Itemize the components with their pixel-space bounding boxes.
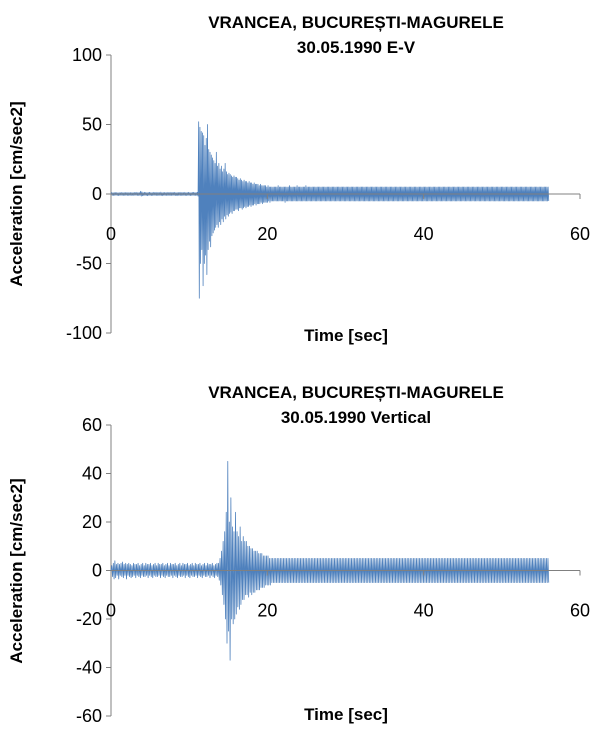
y-axis-title: Acceleration [cm/sec2] (7, 101, 26, 286)
y-tick-label: 60 (82, 415, 102, 435)
chart-title: VRANCEA, BUCUREȘTI-MAGURELE (208, 13, 504, 32)
x-tick-label: 60 (570, 224, 590, 244)
y-tick-label: 50 (82, 115, 102, 135)
x-tick-label: 20 (257, 601, 277, 621)
x-tick-label: 40 (414, 224, 434, 244)
x-tick-label: 0 (106, 601, 116, 621)
y-tick-label: 40 (82, 464, 102, 484)
x-tick-label: 60 (570, 601, 590, 621)
y-tick-label: -40 (76, 658, 102, 678)
x-tick-label: 20 (257, 224, 277, 244)
y-tick-label: 0 (92, 184, 102, 204)
y-tick-label: 20 (82, 512, 102, 532)
y-tick-label: -50 (76, 254, 102, 274)
x-axis-title: Time [sec] (304, 705, 388, 724)
y-tick-label: 0 (92, 561, 102, 581)
series-line (110, 121, 550, 299)
chart-vertical: VRANCEA, BUCUREȘTI-MAGURELE 30.05.1990 V… (7, 383, 590, 726)
chart-subtitle: 30.05.1990 E-V (297, 38, 416, 57)
chart-title: VRANCEA, BUCUREȘTI-MAGURELE (208, 383, 504, 402)
chart-subtitle: 30.05.1990 Vertical (281, 408, 431, 427)
series-line (110, 460, 550, 661)
y-tick-label: -60 (76, 706, 102, 726)
chart-ev: VRANCEA, BUCUREȘTI-MAGURELE 30.05.1990 E… (7, 13, 590, 345)
y-tick-label: -100 (66, 323, 102, 343)
y-tick-label: -20 (76, 609, 102, 629)
x-tick-label: 40 (414, 601, 434, 621)
x-axis-title: Time [sec] (304, 326, 388, 345)
y-tick-label: 100 (72, 45, 102, 65)
x-tick-label: 0 (106, 224, 116, 244)
y-axis-title: Acceleration [cm/sec2] (7, 478, 26, 663)
